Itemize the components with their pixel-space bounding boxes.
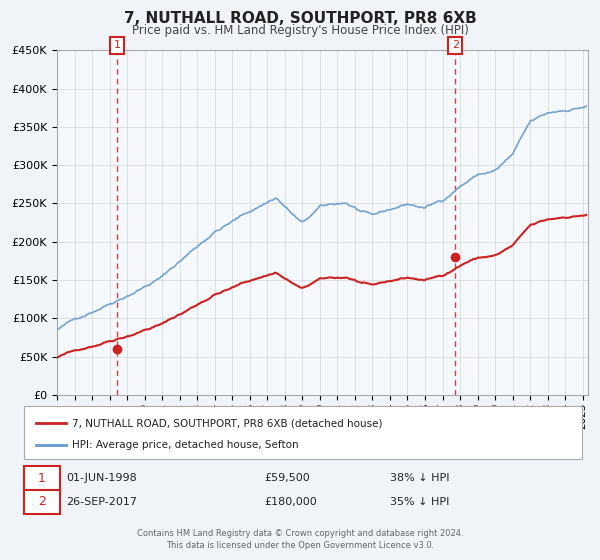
Text: 26-SEP-2017: 26-SEP-2017 — [66, 497, 137, 507]
Text: HPI: Average price, detached house, Sefton: HPI: Average price, detached house, Seft… — [72, 440, 299, 450]
Text: 35% ↓ HPI: 35% ↓ HPI — [390, 497, 449, 507]
Text: 1: 1 — [113, 40, 121, 50]
Text: 1: 1 — [38, 472, 46, 485]
Text: 2: 2 — [452, 40, 459, 50]
Text: Contains HM Land Registry data © Crown copyright and database right 2024.: Contains HM Land Registry data © Crown c… — [137, 529, 463, 538]
Text: 7, NUTHALL ROAD, SOUTHPORT, PR8 6XB: 7, NUTHALL ROAD, SOUTHPORT, PR8 6XB — [124, 11, 476, 26]
Text: 7, NUTHALL ROAD, SOUTHPORT, PR8 6XB (detached house): 7, NUTHALL ROAD, SOUTHPORT, PR8 6XB (det… — [72, 418, 383, 428]
Text: 01-JUN-1998: 01-JUN-1998 — [66, 473, 137, 483]
Text: Price paid vs. HM Land Registry's House Price Index (HPI): Price paid vs. HM Land Registry's House … — [131, 24, 469, 37]
Text: 2: 2 — [38, 495, 46, 508]
Text: 38% ↓ HPI: 38% ↓ HPI — [390, 473, 449, 483]
Text: £59,500: £59,500 — [264, 473, 310, 483]
Text: £180,000: £180,000 — [264, 497, 317, 507]
Text: This data is licensed under the Open Government Licence v3.0.: This data is licensed under the Open Gov… — [166, 541, 434, 550]
